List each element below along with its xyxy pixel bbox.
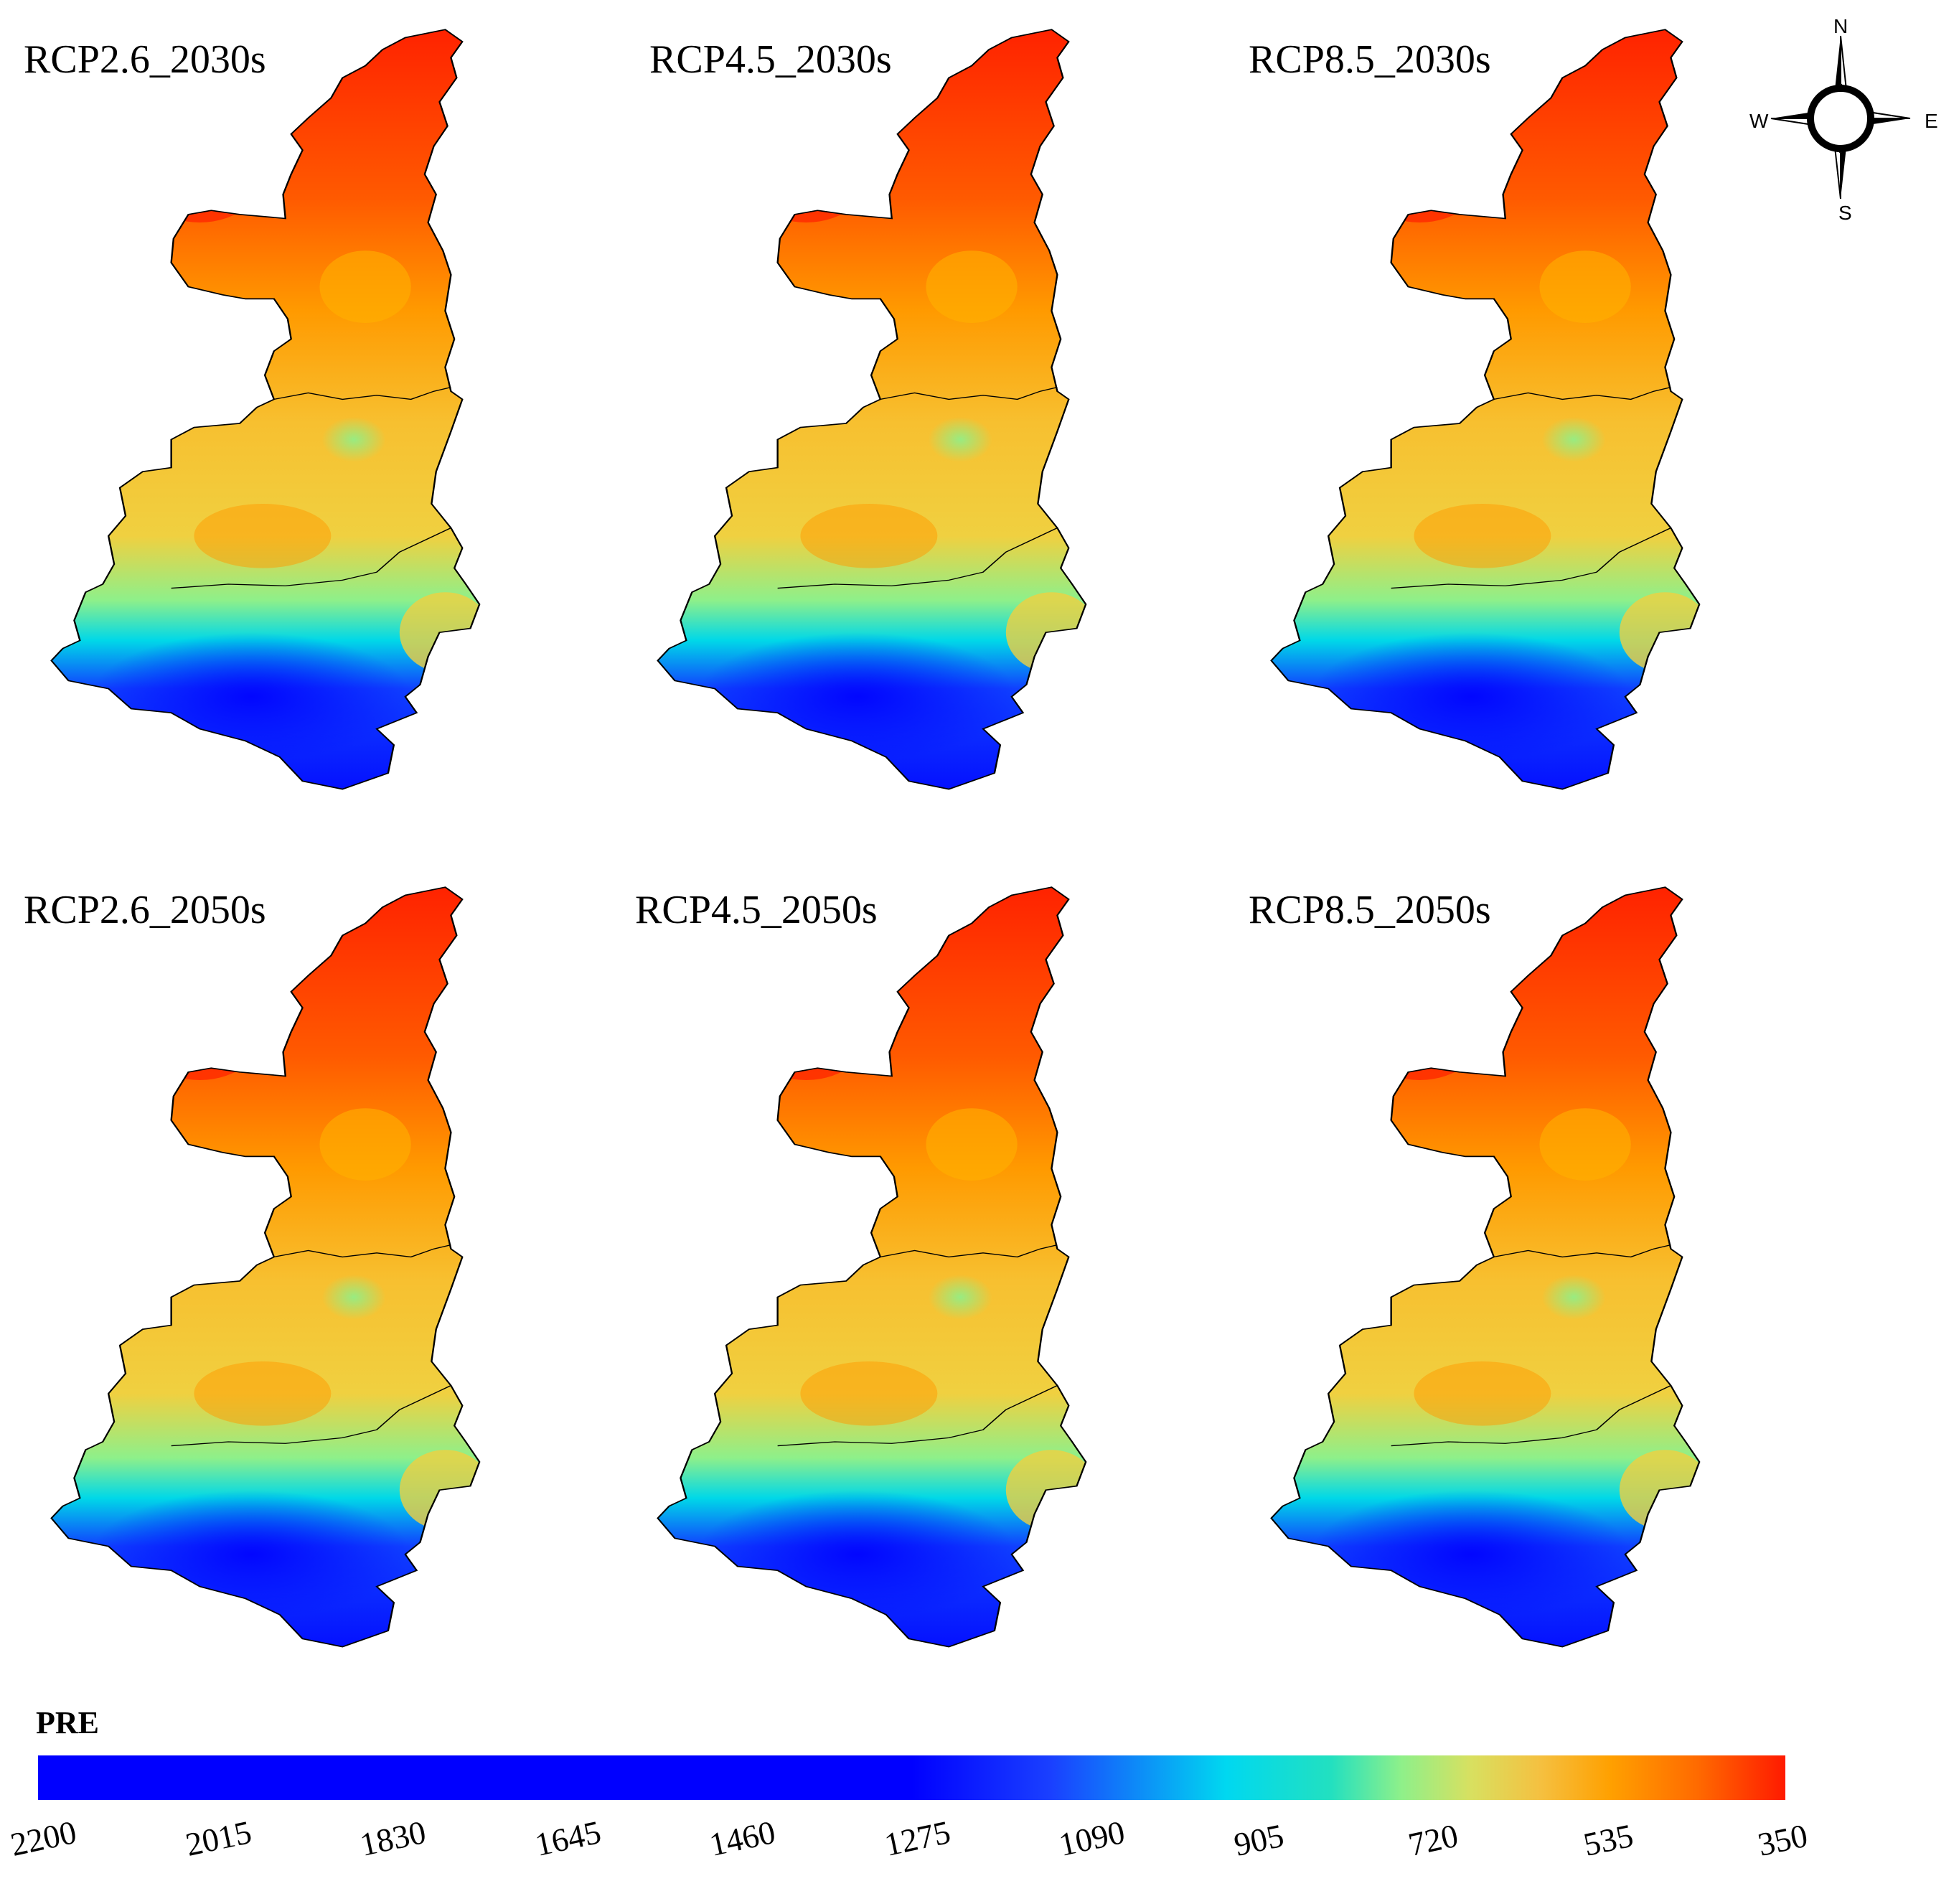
compass-north-label: N — [1833, 15, 1848, 37]
panel-title: RCP4.5_2030s — [649, 37, 892, 82]
region-boundary — [171, 1385, 451, 1447]
panel-title: RCP8.5_2050s — [1249, 888, 1491, 932]
legend-tick-label: 1275 — [880, 1813, 954, 1863]
region-boundary — [273, 386, 451, 400]
region-boundary — [880, 1244, 1058, 1258]
compass-rose-icon — [1770, 35, 1911, 200]
region-boundary — [777, 527, 1058, 589]
compass-east-label: E — [1925, 110, 1938, 132]
precipitation-map — [50, 29, 481, 790]
legend-tick-label: 720 — [1405, 1816, 1462, 1863]
legend-tick-label: 2015 — [182, 1813, 255, 1863]
precipitation-map — [657, 29, 1087, 790]
province-boundary — [1270, 29, 1701, 790]
legend-tick-label: 2200 — [7, 1813, 80, 1863]
region-boundary — [171, 527, 451, 589]
province-boundary — [50, 886, 481, 1648]
precipitation-map — [1270, 29, 1701, 790]
region-boundary — [1391, 1385, 1671, 1447]
panel-title: RCP2.6_2030s — [24, 37, 266, 82]
precipitation-map — [657, 886, 1087, 1648]
precipitation-map — [1270, 886, 1701, 1648]
precipitation-map — [50, 886, 481, 1648]
legend-color-bar — [38, 1755, 1785, 1800]
legend-tick-label: 1090 — [1056, 1813, 1128, 1863]
north-arrow: N W E S — [1737, 11, 1945, 226]
compass-west-label: W — [1749, 110, 1769, 132]
legend-tick-label: 1460 — [706, 1813, 779, 1863]
region-boundary — [1493, 1244, 1671, 1258]
region-boundary — [1493, 386, 1671, 400]
region-boundary — [273, 1244, 451, 1258]
legend-tick-label: 350 — [1754, 1816, 1811, 1863]
legend-tick-label: 535 — [1579, 1816, 1636, 1863]
panel-title: RCP4.5_2050s — [635, 888, 878, 932]
compass-south-label: S — [1838, 202, 1852, 224]
panel-title: RCP8.5_2030s — [1249, 37, 1491, 82]
legend-title: PRE — [36, 1705, 99, 1740]
legend-tick-label: 905 — [1230, 1816, 1287, 1863]
legend-tick-label: 1830 — [357, 1813, 429, 1863]
province-boundary — [657, 886, 1087, 1648]
province-boundary — [1270, 886, 1701, 1648]
province-boundary — [50, 29, 481, 790]
region-boundary — [1391, 527, 1671, 589]
region-boundary — [777, 1385, 1058, 1447]
legend-tick-label: 1645 — [531, 1813, 604, 1863]
panel-title: RCP2.6_2050s — [24, 888, 266, 932]
region-boundary — [880, 386, 1058, 400]
province-boundary — [657, 29, 1087, 790]
